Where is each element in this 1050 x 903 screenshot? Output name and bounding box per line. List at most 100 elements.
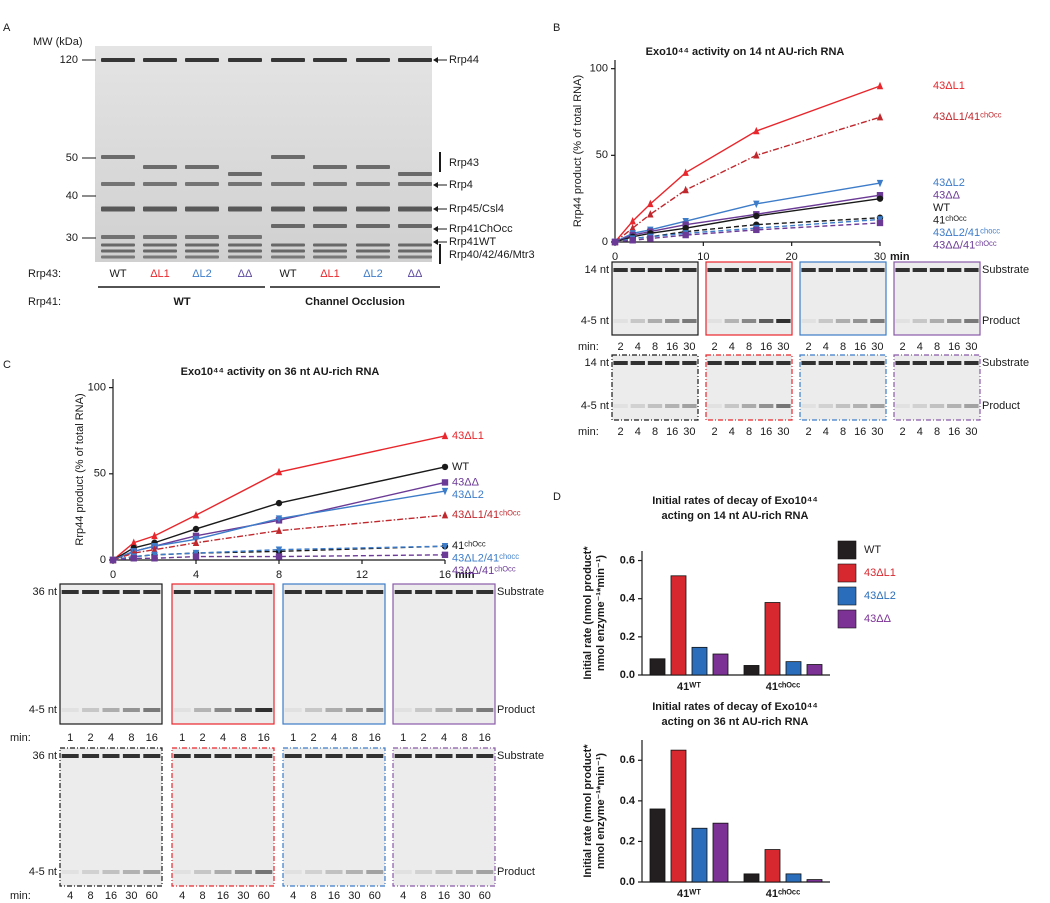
y-tick-label: 0.2: [620, 835, 635, 847]
gel-frame: [282, 747, 386, 887]
gel-band: [82, 754, 100, 758]
gel-frame: [171, 583, 275, 725]
gel-band: [759, 268, 774, 272]
gel-band: [228, 249, 262, 253]
gel-band: [305, 754, 323, 758]
gel-band: [929, 319, 945, 323]
time-label: 8: [461, 732, 467, 744]
gel-band: [345, 590, 363, 594]
gel: [612, 355, 698, 420]
gel-band: [435, 708, 453, 712]
gel-band: [682, 361, 697, 365]
gel-band: [455, 870, 473, 874]
size-label: 36 nt: [33, 586, 57, 598]
lane-label: ΔL1: [150, 268, 170, 280]
y-tick-label: 50: [94, 468, 106, 480]
gel-band: [630, 361, 645, 365]
gel-band: [835, 319, 851, 323]
marker: [876, 195, 884, 202]
time-label: 60: [258, 890, 270, 902]
product-label: Product: [497, 704, 535, 716]
gel-band: [366, 754, 384, 758]
time-label: 2: [900, 426, 906, 438]
size-label: 14 nt: [585, 264, 609, 276]
gel-band: [415, 870, 433, 874]
x-tick-label: 4: [193, 569, 199, 581]
gel-band: [228, 58, 262, 62]
gel-band: [964, 319, 979, 323]
gel: [894, 355, 980, 420]
gel-band: [82, 708, 100, 712]
time-label: 8: [200, 890, 206, 902]
bar: [649, 658, 666, 676]
gel-band: [325, 590, 343, 594]
time-label: 16: [105, 890, 117, 902]
gel-band: [271, 155, 305, 159]
time-label: 2: [900, 341, 906, 353]
time-label: 4: [823, 426, 829, 438]
min-label: min:: [10, 890, 31, 902]
gel-frame: [171, 747, 275, 887]
time-label: 16: [666, 341, 678, 353]
gel-band: [366, 590, 384, 594]
gel-band: [647, 268, 663, 272]
row-label: Rrp41:: [28, 296, 61, 308]
gel-band: [345, 708, 363, 712]
gel: [894, 262, 980, 335]
gel-band: [630, 268, 645, 272]
series-line: [112, 490, 446, 561]
gel-band: [366, 870, 384, 874]
marker: [275, 526, 283, 534]
gel-band: [185, 249, 219, 253]
x-tick-label: 41ᵂᵀ: [677, 888, 701, 900]
marker: [753, 226, 760, 234]
marker: [629, 217, 636, 225]
gel-band: [255, 754, 273, 758]
time-label: 4: [729, 426, 735, 438]
gel-band: [101, 182, 135, 186]
y-tick-label: 100: [88, 382, 106, 394]
mw-title: MW (kDa): [33, 36, 83, 48]
band-label: Rrp44: [449, 54, 479, 66]
gel-band: [284, 708, 302, 712]
gel-band: [101, 235, 135, 239]
substrate-label: Substrate: [982, 357, 1029, 369]
gel-band: [947, 404, 962, 408]
gel-band: [665, 319, 680, 323]
gel-band: [929, 361, 945, 365]
gel-band: [185, 165, 219, 169]
time-label: 4: [635, 341, 641, 353]
x-axis-label: min: [455, 569, 475, 581]
gel-band: [647, 319, 663, 323]
gel-band: [173, 870, 191, 874]
bar: [743, 665, 760, 676]
band-arrowhead: [433, 239, 438, 245]
gel-band: [185, 182, 219, 186]
group-label: WT: [173, 296, 190, 308]
gel-frame: [282, 583, 386, 725]
gel-band: [143, 243, 177, 247]
gel-band: [665, 268, 680, 272]
gel-band: [185, 243, 219, 247]
gel-band: [895, 319, 910, 323]
time-label: 1: [400, 732, 406, 744]
gel-band: [122, 754, 140, 758]
marker: [109, 556, 117, 564]
marker: [876, 219, 884, 227]
marker: [629, 223, 636, 232]
legend-swatch: [837, 563, 857, 583]
time-label: 30: [348, 890, 360, 902]
gel-band: [345, 870, 363, 874]
bar: [764, 849, 781, 883]
gel-band: [895, 404, 910, 408]
gel-band: [173, 708, 191, 712]
time-label: 30: [777, 426, 789, 438]
gel-band: [194, 754, 212, 758]
marker: [151, 531, 158, 540]
gel: [95, 46, 432, 262]
x-tick-label: 12: [356, 569, 368, 581]
time-label: 4: [220, 732, 226, 744]
row-label: Rrp43:: [28, 268, 61, 280]
gel-band: [707, 361, 722, 365]
